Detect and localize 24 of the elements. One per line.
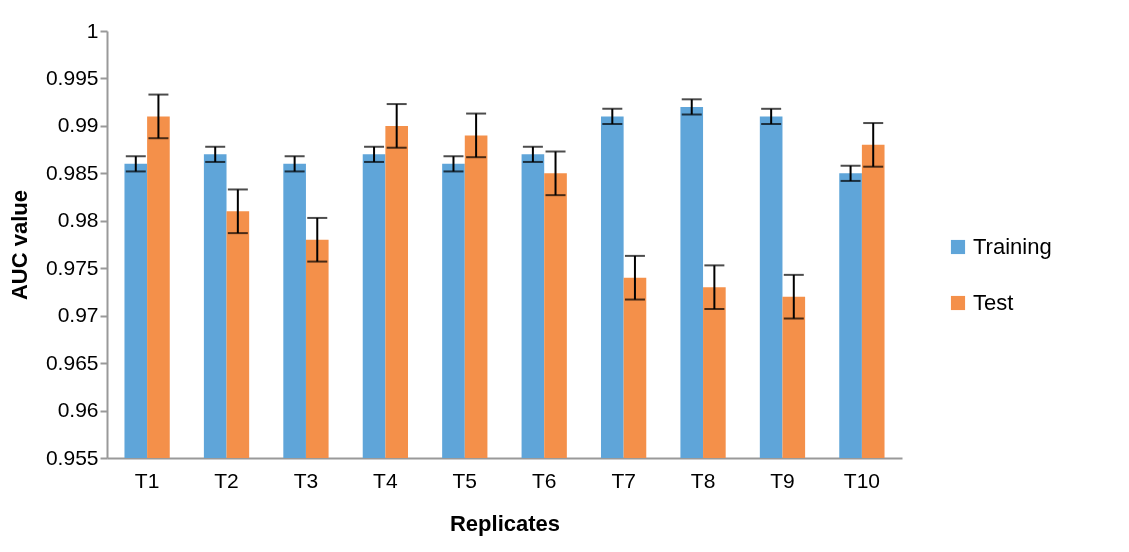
- legend-label: Test: [973, 290, 1014, 315]
- y-tick-label: 0.985: [45, 160, 99, 184]
- y-tick-label: 0.975: [45, 255, 99, 279]
- y-tick-label: 0.965: [45, 350, 99, 374]
- legend-label: Training: [973, 234, 1052, 259]
- x-tick-label: T9: [770, 468, 795, 492]
- y-tick-label: 0.98: [57, 208, 99, 232]
- x-tick-label: T1: [134, 468, 160, 492]
- y-tick-label: 0.955: [45, 445, 99, 469]
- y-tick-label: 0.99: [57, 113, 99, 137]
- y-tick-label: 0.96: [57, 398, 99, 422]
- y-tick-label: 0.995: [45, 65, 99, 89]
- x-tick-label: T2: [214, 468, 239, 492]
- x-tick-label: T3: [293, 468, 319, 492]
- x-tick-label: T5: [452, 468, 478, 492]
- x-tick-label: T8: [690, 468, 716, 492]
- x-tick-label: T4: [373, 468, 398, 492]
- y-tick-label: 0.97: [57, 303, 99, 327]
- x-tick-label: T6: [531, 468, 557, 492]
- x-tick-label: T10: [843, 468, 880, 492]
- x-tick-label: T7: [611, 468, 636, 492]
- x-axis-title: Replicates: [449, 510, 561, 536]
- y-axis-title: AUC value: [6, 189, 32, 301]
- y-tick-label: 1: [86, 18, 99, 42]
